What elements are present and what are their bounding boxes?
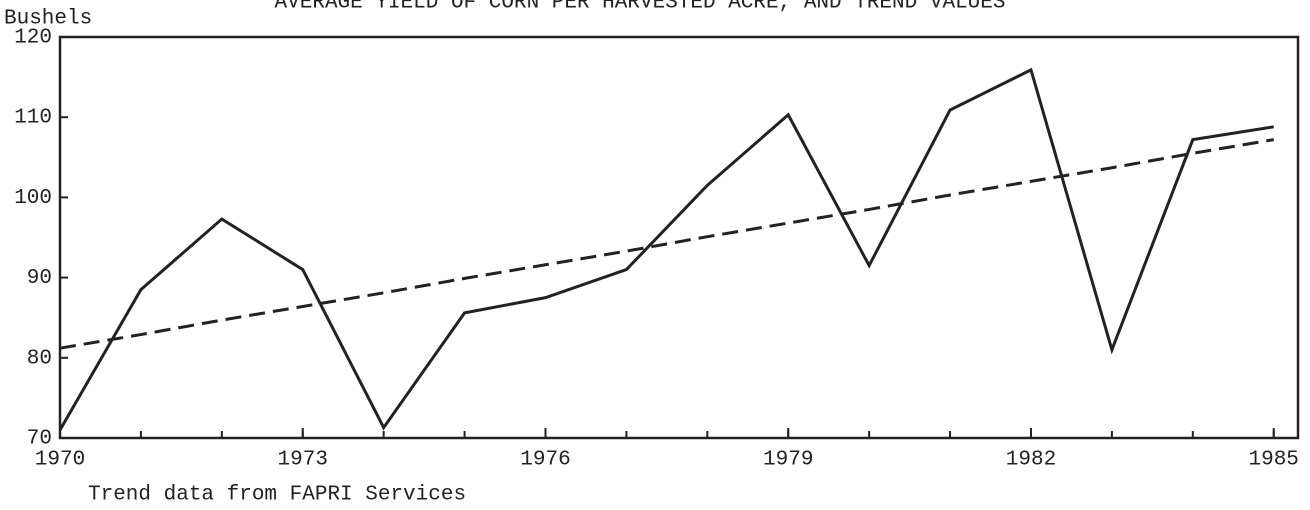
y-axis-label: Bushels: [4, 8, 92, 31]
source-note: Trend data from FAPRI Services: [88, 484, 466, 507]
series-line: [58, 67, 1274, 431]
y-tick-label: 90: [27, 267, 52, 290]
chart-title: AVERAGE YIELD OF CORN PER HARVESTED ACRE…: [275, 0, 1006, 15]
x-tick-label: 1979: [763, 449, 813, 472]
x-tick-label: 1985: [1249, 449, 1299, 472]
x-tick-label: 1973: [278, 449, 328, 472]
series-line: [59, 138, 1274, 350]
x-tick-label: 1970: [35, 449, 85, 472]
x-tick-label: 1982: [1006, 449, 1056, 472]
x-tick-label: 1976: [520, 449, 570, 472]
y-tick-label: 100: [14, 187, 52, 210]
y-tick-label: 110: [14, 107, 52, 130]
y-tick-label: 70: [27, 428, 52, 451]
y-tick-label: 120: [14, 27, 52, 50]
y-tick-label: 80: [27, 347, 52, 370]
plot-frame: [58, 35, 1300, 440]
